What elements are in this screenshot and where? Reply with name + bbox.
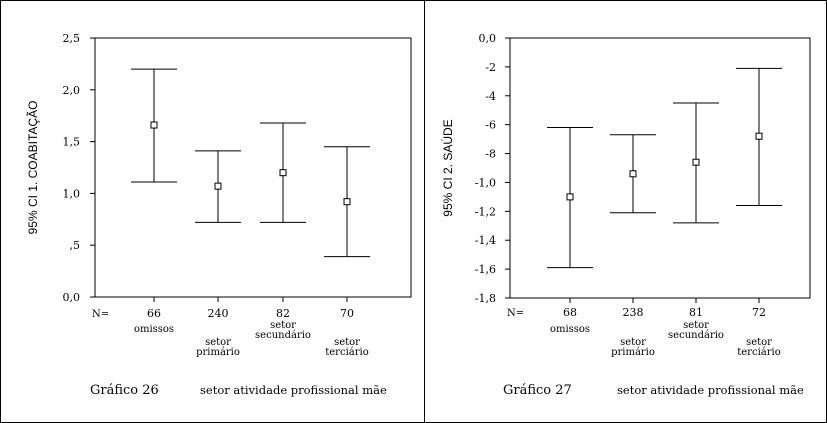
y-tick-label: 2,5 — [63, 32, 81, 45]
y-tick-label: 0,0 — [479, 32, 497, 45]
y-tick-label: -4 — [485, 90, 496, 103]
plot-area-1 — [94, 37, 412, 298]
category-label: setor — [746, 337, 772, 348]
n-count: 66 — [147, 307, 161, 320]
y-tick-label: 1,0 — [63, 187, 81, 200]
y-tick-label: ,5 — [70, 239, 81, 252]
category-label: setor — [205, 337, 231, 348]
mean-marker — [629, 170, 637, 178]
y-tick-label: -1,2 — [475, 205, 496, 218]
mean-marker — [343, 198, 351, 206]
category-label: secundário — [668, 330, 724, 341]
category-label: terciário — [737, 347, 780, 358]
y-tick-label: -1,8 — [475, 292, 496, 305]
y-tick-label: 0,0 — [63, 291, 81, 304]
n-count: 81 — [689, 306, 703, 319]
category-label: secundário — [255, 330, 311, 341]
n-count: 82 — [276, 307, 290, 320]
mean-marker — [279, 169, 287, 177]
mean-marker — [692, 158, 700, 166]
y-axis-label: 95% CI 1. COABITAÇÃO — [26, 101, 40, 235]
category-label: terciário — [325, 347, 368, 358]
category-label: omissos — [550, 324, 590, 335]
mean-marker — [566, 193, 574, 201]
mean-marker — [755, 132, 763, 140]
n-label: N= — [92, 309, 109, 320]
n-label: N= — [507, 308, 524, 319]
x-axis-label: setor atividade profissional mãe — [617, 383, 804, 397]
category-label: primário — [611, 347, 655, 358]
mean-marker — [214, 182, 222, 190]
category-label: omissos — [134, 324, 174, 335]
y-tick-label: -1,6 — [475, 263, 496, 276]
category-label: setor — [620, 337, 646, 348]
category-label: setor — [270, 320, 296, 331]
y-tick-label: 2,0 — [63, 84, 81, 97]
category-label: setor — [334, 337, 360, 348]
figure-caption: Gráfico 27 — [503, 383, 572, 398]
y-tick-label: -1,4 — [475, 234, 496, 247]
y-tick-label: -1,0 — [475, 176, 496, 189]
category-label: primário — [196, 347, 240, 358]
n-count: 238 — [623, 306, 644, 319]
y-tick-label: -8 — [485, 148, 496, 161]
x-axis-label: setor atividade profissional mãe — [200, 383, 387, 397]
plot-area-2 — [509, 37, 811, 299]
n-count: 70 — [340, 307, 354, 320]
y-tick-label: 1,5 — [63, 136, 81, 149]
y-tick-label: -6 — [485, 119, 496, 132]
mean-marker — [150, 121, 158, 129]
n-count: 240 — [208, 307, 229, 320]
panel-divider — [424, 0, 425, 423]
y-axis-label: 95% CI 2. SAÚDE — [440, 119, 455, 216]
n-count: 68 — [563, 306, 577, 319]
n-count: 72 — [752, 306, 766, 319]
category-label: setor — [683, 320, 709, 331]
y-tick-label: -2 — [485, 61, 496, 74]
figure-caption: Gráfico 26 — [90, 383, 159, 398]
